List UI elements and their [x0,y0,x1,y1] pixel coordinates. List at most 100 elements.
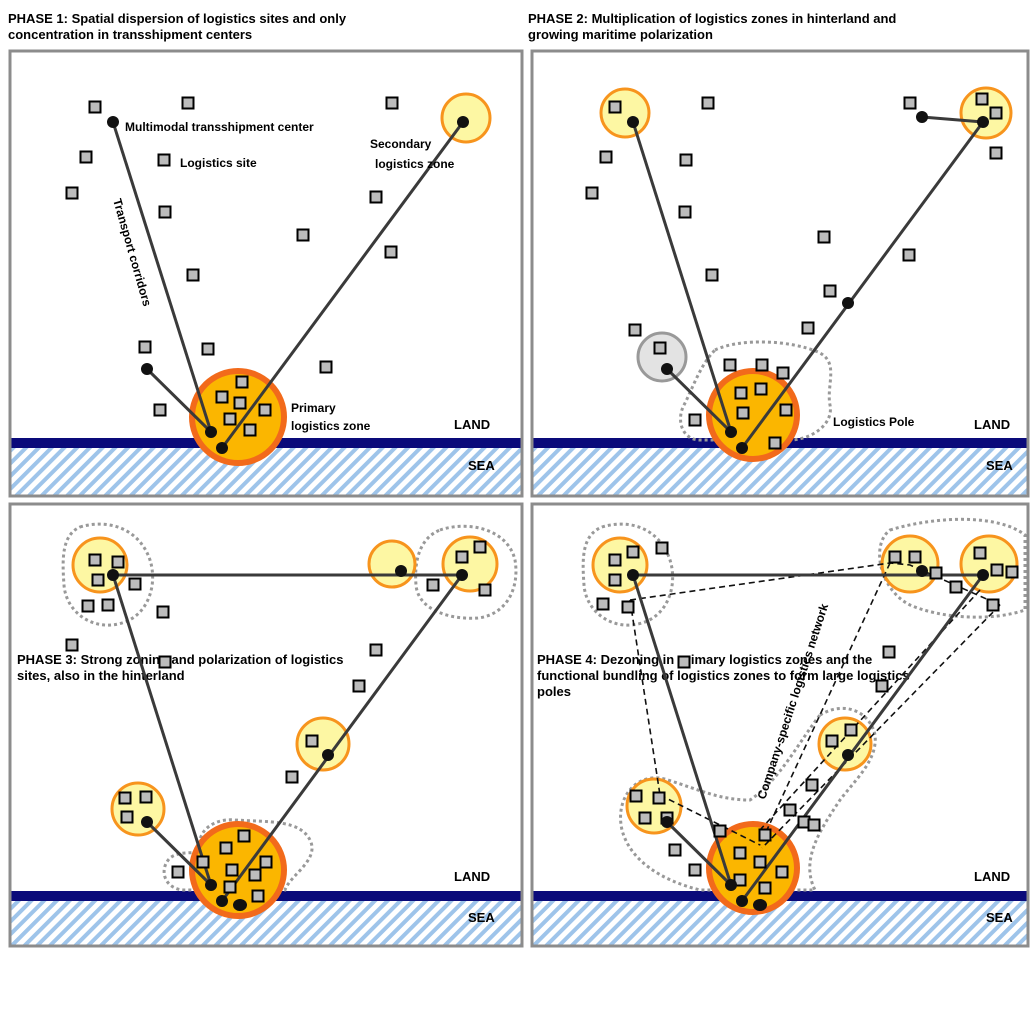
logistics-site [608,100,622,114]
logistics-site [736,406,750,420]
logistics-site [775,865,789,879]
logistics-site [478,583,492,597]
logistics-site [629,789,643,803]
transshipment-node [725,426,737,438]
transshipment-node [661,363,673,375]
logistics-site [628,323,642,337]
logistics-site [599,150,613,164]
label-multimodal: Multimodal transshipment center [125,120,314,134]
logistics-site [776,366,790,380]
company-network-route [759,562,891,846]
label-logistics-pole: Logistics Pole [833,415,915,429]
logistics-site [817,230,831,244]
logistics-site [755,358,769,372]
phase2-caption: PHASE 2: Multiplication of logistics zon… [528,11,897,42]
logistics-site [158,205,172,219]
phase4-caption: PHASE 4: Dezoning in primary logistics z… [537,652,910,699]
logistics-site [65,638,79,652]
panel-phase3: LAND SEA [8,502,524,948]
logistics-site [384,245,398,259]
logistics-site [196,855,210,869]
logistics-site [426,578,440,592]
transshipment-node [627,116,639,128]
corridor [111,121,213,433]
logistics-site [733,873,747,887]
transshipment-node [977,116,989,128]
logistics-site [251,889,265,903]
secondary-zone [959,86,1013,140]
logistics-site [908,550,922,564]
corridor [921,115,984,124]
logistics-site [138,340,152,354]
logistics-site [223,412,237,426]
logistics-site [779,403,793,417]
logistics-site [626,545,640,559]
logistics-site [305,734,319,748]
logistics-site [989,146,1003,160]
logistics-sites [596,541,1019,895]
logistics-site [652,791,666,805]
logistics-site [473,540,487,554]
transshipment-node [916,111,928,123]
corridor [740,574,985,902]
logistics-site [171,865,185,879]
logistics-site [157,153,171,167]
transshipment-node [107,569,119,581]
transshipment-node [141,363,153,375]
logistics-site [235,375,249,389]
logistics-site [758,881,772,895]
logistics-site [734,386,748,400]
label-sea: SEA [468,910,495,925]
panel-phase1: Multimodal transshipment center Logistic… [8,49,524,498]
logistics-site [285,770,299,784]
label-company-network: Company-specific logistics network [755,602,832,801]
logistics-site [91,573,105,587]
logistics-site [111,555,125,569]
transshipment-node [205,426,217,438]
logistics-site [888,550,902,564]
logistics-site [153,403,167,417]
logistics-site [118,791,132,805]
company-network-route [629,562,1001,606]
logistics-site [243,423,257,437]
logistics-site [949,580,963,594]
panel-phase4: Company-specific logistics network LAND … [530,502,1030,948]
transshipment-node [216,895,228,907]
secondary-zone [441,535,499,593]
logistics-site [369,643,383,657]
corridor [740,121,985,449]
logistics-site [1005,565,1019,579]
corridor [220,121,465,449]
logistics-site [677,655,691,669]
corridor [220,574,464,902]
logistics-site [875,679,889,693]
secondary-zone [295,716,351,772]
logistics-pole-outline [619,706,877,892]
logistics-site [201,342,215,356]
logistics-site [128,577,142,591]
logistics-site [259,855,273,869]
transshipment-node [322,749,334,761]
transshipment-node [842,297,854,309]
transshipment-node [736,895,748,907]
label-land: LAND [454,869,490,884]
corridor [111,574,213,886]
phase1-caption: PHASE 1: Spatial dispersion of logistics… [8,11,347,42]
logistics-site [688,413,702,427]
company-network-route [761,604,1001,849]
transshipment-node [107,116,119,128]
logistics-site [768,436,782,450]
transshipment-node [916,565,928,577]
logistics-sites [65,96,399,437]
corridor [665,367,733,434]
logistics-site [608,553,622,567]
logistics-site [385,96,399,110]
logistics-site [801,321,815,335]
logistics-site [902,248,916,262]
label-transport-corridors: Transport corridors [110,197,154,308]
label-primary-2: logistics zone [291,419,371,433]
secondary-zone [110,781,166,837]
phase3-caption: PHASE 3: Strong zoning and polarization … [17,652,344,683]
logistics-site [655,541,669,555]
logistics-site [296,228,310,242]
